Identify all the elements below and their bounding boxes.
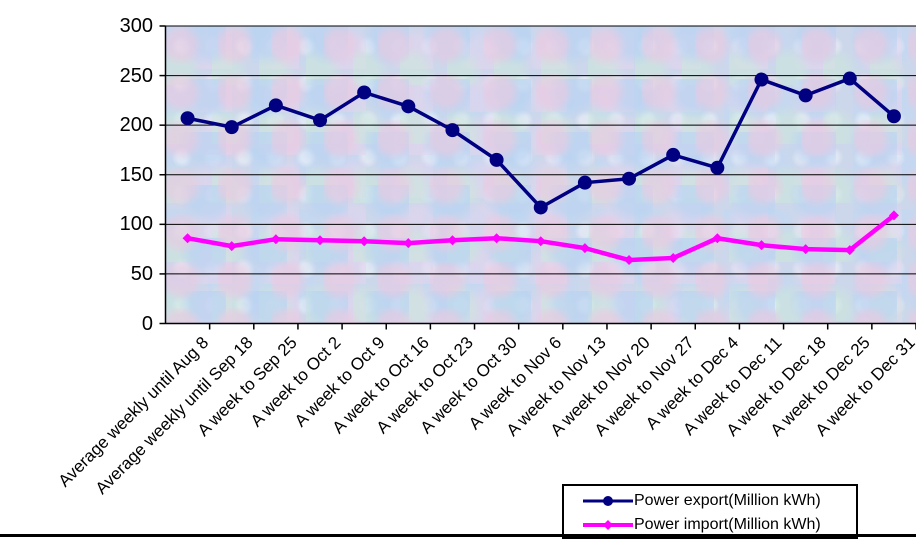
y-axis-tick-label: 250 [119,64,153,87]
y-axis-tick-label: 50 [130,262,153,285]
legend-item-import: Power import(Million kWh) [582,513,856,537]
legend-label-export: Power export(Million kWh) [634,492,821,509]
y-axis-tick-label: 200 [119,114,153,137]
import-series-swatch-icon [583,520,633,530]
export-series-swatch-icon [583,496,633,506]
y-axis-tick-label: 0 [141,312,153,335]
plot-area [165,26,916,324]
y-axis-tick-label: 100 [119,213,153,236]
legend-item-export: Power export(Million kWh) [582,489,856,513]
y-axis-tick-label: 300 [119,15,153,37]
y-axis-tick-label: 150 [119,163,153,186]
bottom-border [0,534,916,537]
legend: Power export(Million kWh) Power import(M… [562,484,858,539]
legend-label-import: Power import(Million kWh) [634,516,821,533]
